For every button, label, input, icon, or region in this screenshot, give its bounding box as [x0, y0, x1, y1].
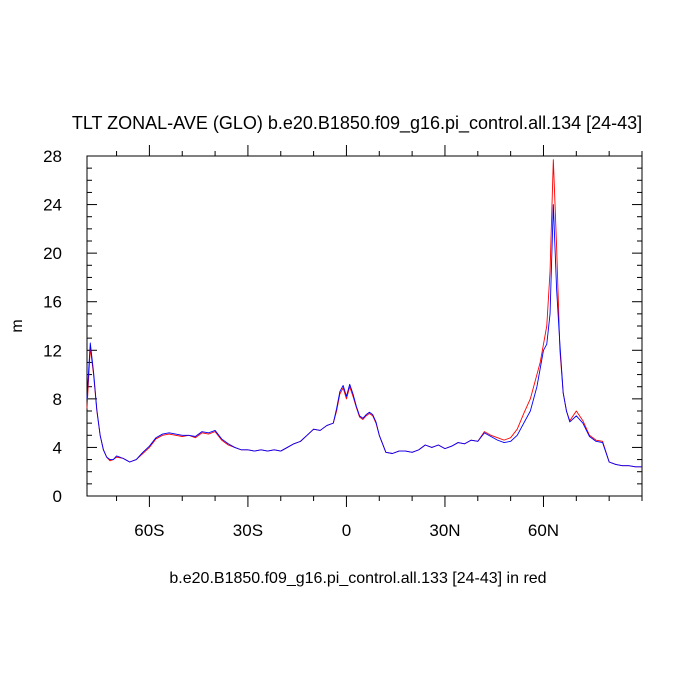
series-layer	[86, 159, 642, 468]
x-tick-label: 60N	[528, 521, 559, 540]
series-line-0	[86, 159, 642, 468]
y-tick-label: 12	[43, 341, 62, 360]
chart-subtitle: b.e20.B1850.f09_g16.pi_control.all.133 […	[169, 570, 546, 587]
plot-area	[86, 145, 643, 507]
series-line-1	[86, 204, 642, 468]
x-tick-labels: 60S 30S 0 30N 60N	[134, 521, 559, 540]
axis-ticks	[87, 145, 643, 507]
y-axis-label: m	[9, 319, 26, 332]
x-tick-label: 0	[342, 521, 351, 540]
x-tick-label: 60S	[134, 521, 164, 540]
y-tick-labels: 0 4 8 12 16 20 24 28	[43, 147, 62, 506]
y-tick-label: 4	[53, 438, 62, 457]
y-tick-label: 20	[43, 244, 62, 263]
y-tick-label: 28	[43, 147, 62, 166]
y-tick-label: 16	[43, 293, 62, 312]
x-tick-label: 30N	[429, 521, 460, 540]
y-tick-label: 24	[43, 196, 62, 215]
y-tick-label: 8	[53, 390, 62, 409]
y-tick-label: 0	[53, 487, 62, 506]
chart-title: TLT ZONAL-AVE (GLO) b.e20.B1850.f09_g16.…	[72, 113, 642, 134]
svg-text:m: m	[9, 319, 26, 332]
x-tick-label: 30S	[233, 521, 263, 540]
